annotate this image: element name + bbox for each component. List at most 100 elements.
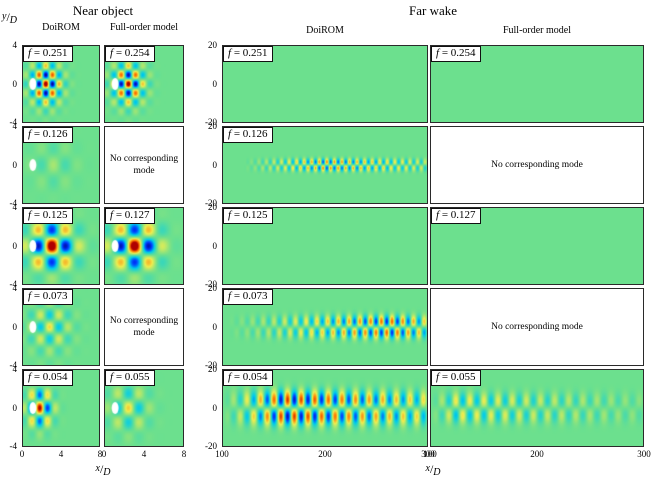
frequency-label: f = 0.054 <box>223 370 273 386</box>
tick-label: 0 <box>19 449 25 459</box>
far-doirom-header: DoiROM <box>306 25 344 36</box>
tick-label: 4 <box>12 202 18 212</box>
freq-symbol: f <box>228 128 232 140</box>
tick-label: 300 <box>637 449 651 459</box>
tick-label: 20 <box>208 364 217 374</box>
plot-far-fom-r1: f = 0.254 <box>430 45 644 123</box>
no-mode-cell-far-r2: No corresponding mode <box>430 126 644 204</box>
y-axis-label: y/D <box>2 10 28 26</box>
plot-near-doirom-r1: f = 0.251 <box>22 45 100 123</box>
far-x-axis-label: x/D <box>222 462 644 478</box>
plot-far-fom-r3: f = 0.127 <box>430 207 644 285</box>
tick-label: -4 <box>9 198 18 208</box>
plot-near-doirom-r3: f = 0.125 <box>22 207 100 285</box>
freq-symbol: f <box>28 47 32 59</box>
freq-value: = 0.126 <box>231 128 268 140</box>
y-axis-label-num: y <box>2 11 7 22</box>
plot-near-fom-r1: f = 0.254 <box>104 45 184 123</box>
tick-label: 4 <box>141 449 147 459</box>
freq-symbol: f <box>110 371 114 383</box>
tick-label: 4 <box>12 364 18 374</box>
freq-symbol: f <box>228 209 232 221</box>
tick-label: 0 <box>212 321 218 332</box>
near-doirom-header: DoiROM <box>42 22 80 33</box>
tick-label: 0 <box>12 402 18 413</box>
freq-symbol: f <box>28 371 32 383</box>
freq-value: = 0.254 <box>113 47 150 59</box>
frequency-label: f = 0.254 <box>105 46 155 62</box>
plot-far-doirom-r2: f = 0.126 <box>222 126 428 204</box>
near-y-ticks-r1: 4 0 -4 <box>0 41 20 127</box>
tick-label: 4 <box>12 121 18 131</box>
far-y-ticks-r1: 20 0 -20 <box>194 41 220 127</box>
tick-label: 0 <box>12 78 18 89</box>
plot-far-doirom-r1: f = 0.251 <box>222 45 428 123</box>
x-axis-label-den: D <box>103 467 111 478</box>
freq-symbol: f <box>28 290 32 302</box>
no-mode-text: No corresponding mode <box>491 322 583 332</box>
freq-symbol: f <box>228 290 232 302</box>
plot-far-fom-r5: f = 0.055 <box>430 369 644 447</box>
freq-symbol: f <box>436 371 440 383</box>
no-mode-text: No corresponding mode <box>109 316 179 338</box>
tick-label: -4 <box>9 117 18 127</box>
tick-label: 8 <box>181 449 187 459</box>
tick-label: -20 <box>205 360 217 370</box>
freq-value: = 0.054 <box>31 371 68 383</box>
far-y-ticks-r2: 20 0 -20 <box>194 122 220 208</box>
near-y-ticks-r3: 4 0 -4 <box>0 203 20 289</box>
freq-symbol: f <box>436 47 440 59</box>
plot-near-doirom-r5: f = 0.054 <box>22 369 100 447</box>
frequency-label: f = 0.055 <box>431 370 481 386</box>
freq-value: = 0.055 <box>113 371 150 383</box>
freq-symbol: f <box>228 47 232 59</box>
freq-value: = 0.073 <box>231 290 268 302</box>
tick-label: 200 <box>318 449 332 459</box>
frequency-label: f = 0.254 <box>431 46 481 62</box>
fraction-slash: / <box>99 462 104 476</box>
frequency-label: f = 0.127 <box>105 208 155 224</box>
tick-label: 4 <box>12 40 18 50</box>
freq-value: = 0.073 <box>31 290 68 302</box>
freq-symbol: f <box>228 371 232 383</box>
tick-label: -20 <box>205 279 217 289</box>
near-fom-header: Full-order model <box>109 22 179 33</box>
tick-label: 8 <box>97 449 103 459</box>
far-y-ticks-r5: 20 0 -20 <box>194 365 220 451</box>
frequency-label: f = 0.127 <box>431 208 481 224</box>
freq-value: = 0.251 <box>231 47 268 59</box>
frequency-label: f = 0.126 <box>223 127 273 143</box>
tick-label: 300 <box>421 449 435 459</box>
frequency-label: f = 0.125 <box>223 208 273 224</box>
tick-label: -4 <box>9 441 18 451</box>
near-doirom-x-ticks: 0 4 8 <box>19 449 103 461</box>
freq-value: = 0.054 <box>231 371 268 383</box>
tick-label: -20 <box>205 117 217 127</box>
x-axis-label-num: x <box>95 463 100 474</box>
tick-label: 0 <box>212 78 218 89</box>
tick-label: -4 <box>9 279 18 289</box>
near-fom-x-ticks: 0 4 8 <box>101 449 187 461</box>
plot-far-doirom-r5: f = 0.054 <box>222 369 428 447</box>
tick-label: 4 <box>58 449 64 459</box>
freq-value: = 0.251 <box>31 47 68 59</box>
freq-value: = 0.127 <box>439 209 476 221</box>
frequency-label: f = 0.055 <box>105 370 155 386</box>
frequency-label: f = 0.073 <box>23 289 73 305</box>
frequency-label: f = 0.126 <box>23 127 73 143</box>
frequency-label: f = 0.125 <box>23 208 73 224</box>
tick-label: 0 <box>212 159 218 170</box>
freq-symbol: f <box>110 47 114 59</box>
plot-near-fom-r5: f = 0.055 <box>104 369 184 447</box>
no-mode-cell-far-r4: No corresponding mode <box>430 288 644 366</box>
no-mode-cell-near-r4: No corresponding mode <box>104 288 184 366</box>
freq-value: = 0.125 <box>31 209 68 221</box>
tick-label: 0 <box>212 402 218 413</box>
tick-label: 20 <box>208 283 217 293</box>
tick-label: 0 <box>12 240 18 251</box>
x-axis-label-den: D <box>433 467 441 478</box>
fraction-slash: / <box>6 10 10 24</box>
tick-label: 20 <box>208 40 217 50</box>
tick-label: 0 <box>101 449 107 459</box>
tick-label: -20 <box>205 198 217 208</box>
